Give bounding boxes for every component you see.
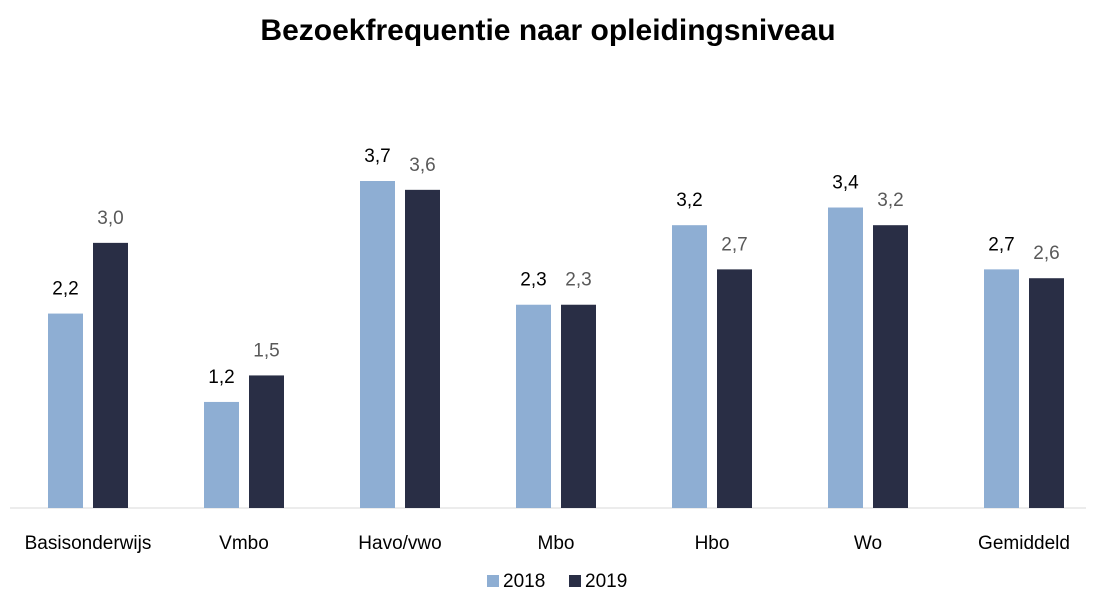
x-tick-label: Mbo [538,533,575,554]
chart-title: Bezoekfrequentie naar opleidingsniveau [260,14,835,47]
bar [561,304,596,508]
legend-swatch [569,575,581,587]
data-label: 1,2 [208,367,234,388]
data-label: 2,3 [565,270,591,291]
bar [360,181,395,508]
data-label: 3,2 [877,190,903,211]
bar [93,242,128,508]
x-tick-label: Basisonderwijs [25,533,152,554]
data-label: 1,5 [253,340,279,361]
data-label: 3,0 [97,208,123,229]
data-label: 3,2 [676,190,702,211]
bar [405,189,440,509]
data-label: 2,3 [520,270,546,291]
legend-swatch [487,575,499,587]
data-label: 2,6 [1033,243,1059,264]
x-tick-label: Wo [854,533,882,554]
data-label: 2,2 [52,279,78,300]
x-tick-label: Hbo [695,533,730,554]
bar [249,375,284,508]
data-label: 3,6 [409,155,435,176]
data-label: 3,4 [832,173,859,194]
bar [873,225,908,508]
x-tick-label: Havo/vwo [358,533,441,554]
bar [204,401,239,508]
legend-label: 2019 [585,571,627,592]
data-label: 2,7 [988,234,1014,255]
bar [828,207,863,508]
bar [516,304,551,508]
data-label: 3,7 [364,146,390,167]
bar [1029,278,1064,508]
bar [984,269,1019,508]
x-tick-label: Gemiddeld [978,533,1070,554]
bar [48,313,83,508]
x-tick-label: Vmbo [219,533,269,554]
bar [717,269,752,508]
data-label: 2,7 [721,234,747,255]
bar [672,225,707,508]
legend-label: 2018 [503,571,545,592]
